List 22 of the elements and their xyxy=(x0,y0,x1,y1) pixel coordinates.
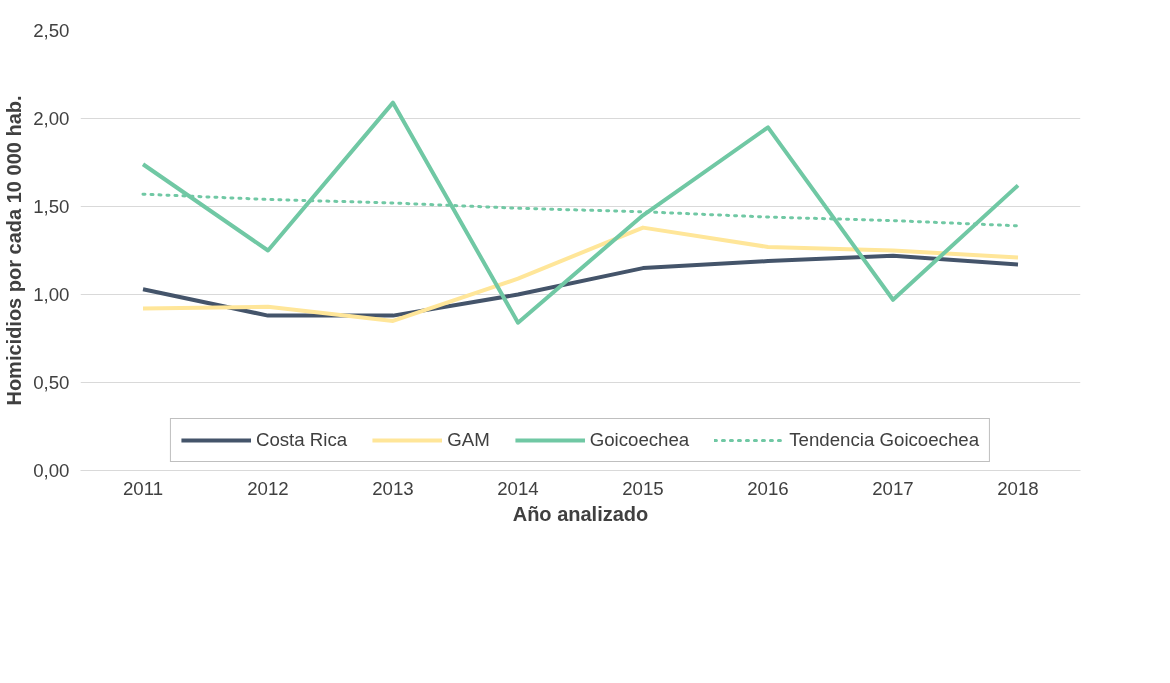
x-tick-label: 2014 xyxy=(497,477,539,499)
x-tick-label: 2013 xyxy=(372,477,414,499)
x-tick-label: 2017 xyxy=(872,477,914,499)
x-tick-label: 2015 xyxy=(622,477,664,499)
y-axis-title: Homicidios por cada 10 000 hab. xyxy=(3,95,26,406)
y-tick-label: 1,00 xyxy=(33,284,70,305)
line-series xyxy=(141,100,1020,325)
line-series xyxy=(141,225,1020,323)
x-axis-title: Año analizado xyxy=(512,502,649,525)
y-tick-label: 0,50 xyxy=(33,372,70,393)
legend-label: GAM xyxy=(447,429,490,451)
y-tick-label: 1,50 xyxy=(33,196,70,217)
x-tick-label: 2011 xyxy=(122,477,164,499)
x-tick-label: 2012 xyxy=(247,477,289,499)
x-tick-label: 2016 xyxy=(747,477,789,499)
y-tick-label: 0,00 xyxy=(33,460,70,481)
y-tick-label: 2,50 xyxy=(33,20,70,41)
y-tick-label: 2,00 xyxy=(33,108,70,129)
legend-label: Costa Rica xyxy=(255,429,348,451)
x-tick-label: 2018 xyxy=(997,477,1039,499)
legend-label: Goicoechea xyxy=(589,429,690,451)
legend-label: Tendencia Goicoechea xyxy=(789,429,980,451)
